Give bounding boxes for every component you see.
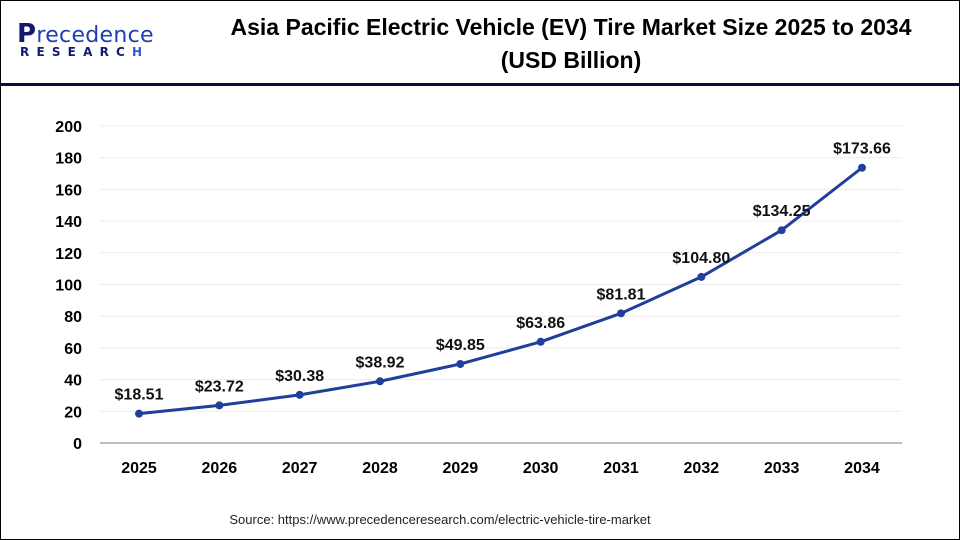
header: Precedence RESEARCH Asia Pacific Electri… (1, 1, 959, 86)
x-tick-label: 2030 (523, 460, 559, 477)
data-point (456, 359, 465, 368)
y-tick-label: 140 (55, 214, 82, 231)
data-labels: $18.51 $23.72 $30.38 $38.92 $49.85 $63.86 $81.… (115, 141, 891, 404)
data-point (295, 390, 304, 399)
series-group (135, 163, 866, 418)
y-tick-label: 100 (55, 278, 82, 295)
y-tick-label: 40 (64, 373, 82, 390)
y-tick-label: 80 (64, 309, 82, 326)
x-tick-label: 2034 (844, 460, 880, 477)
data-point (697, 272, 706, 281)
series-line (138, 166, 863, 416)
data-label: $49.85 (436, 337, 485, 354)
logo-wordmark: Precedence (17, 19, 154, 49)
y-axis-ticks: 0 20 40 60 80 100 120 140 160 180 200 (55, 119, 82, 453)
x-tick-label: 2029 (443, 460, 479, 477)
y-tick-label: 200 (55, 119, 82, 136)
data-label: $63.86 (516, 315, 565, 332)
logo-initial: P (17, 19, 37, 49)
data-label: $38.92 (356, 354, 405, 371)
data-label: $30.38 (275, 368, 324, 385)
logo-word: recedence (36, 23, 154, 48)
data-point (536, 337, 545, 346)
x-axis-ticks: 2025 2026 2027 2028 2029 2030 2031 2032 2033 2034 (121, 460, 880, 477)
data-point (617, 309, 625, 318)
data-label: $173.66 (833, 141, 891, 158)
y-tick-label: 160 (55, 182, 82, 199)
y-tick-label: 20 (64, 404, 82, 421)
y-tick-label: 180 (55, 151, 82, 168)
data-point (135, 409, 143, 418)
x-tick-label: 2031 (603, 460, 639, 477)
data-point (858, 163, 866, 172)
chart-title-line-1: Asia Pacific Electric Vehicle (EV) Tire … (230, 14, 912, 40)
logo-sub-main: RESEARC (20, 45, 133, 59)
data-label: $18.51 (115, 387, 164, 404)
data-point (215, 401, 224, 410)
data-point (376, 377, 384, 386)
data-label: $104.80 (672, 250, 730, 267)
logo-subtitle: RESEARCH (20, 45, 149, 59)
gridlines (100, 125, 902, 412)
data-label: $23.72 (195, 378, 244, 395)
data-label: $134.25 (753, 203, 811, 220)
y-tick-label: 0 (73, 436, 82, 453)
y-tick-label: 60 (64, 341, 82, 358)
logo-sub-last: H (132, 45, 150, 59)
x-tick-label: 2026 (202, 460, 238, 477)
chart-title-line-2: (USD Billion) (500, 47, 642, 73)
x-tick-label: 2028 (362, 460, 398, 477)
y-tick-label: 120 (55, 246, 82, 263)
x-tick-label: 2032 (684, 460, 720, 477)
data-point (777, 226, 786, 235)
x-tick-label: 2033 (764, 460, 800, 477)
x-tick-label: 2025 (121, 460, 157, 477)
chart-title: Asia Pacific Electric Vehicle (EV) Tire … (191, 11, 951, 77)
data-label: $81.81 (597, 286, 646, 303)
precedence-research-logo: Precedence RESEARCH (17, 19, 167, 63)
x-tick-label: 2027 (282, 460, 318, 477)
source-note: Source: https://www.precedenceresearch.c… (229, 512, 651, 527)
